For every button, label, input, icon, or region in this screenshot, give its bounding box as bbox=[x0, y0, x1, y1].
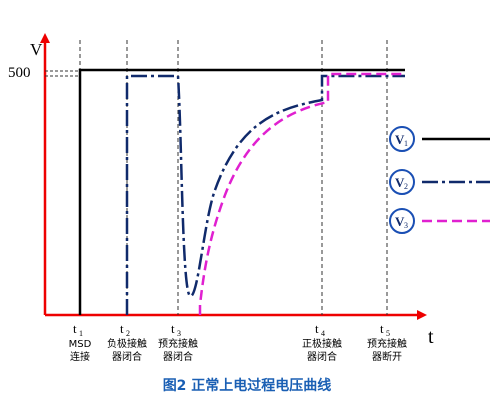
legend-sub: 2 bbox=[404, 182, 408, 191]
event-label: MSD bbox=[69, 339, 92, 350]
legend-sub: 3 bbox=[404, 221, 408, 230]
event-label: 负极接触 bbox=[107, 337, 147, 350]
event-label: 预充接触 bbox=[158, 337, 198, 350]
event-sub: 2 bbox=[126, 329, 130, 338]
caption: 图2 正常上电过程电压曲线 bbox=[163, 377, 332, 394]
x-label: t bbox=[428, 326, 434, 348]
event-t: t bbox=[315, 321, 319, 336]
event-label: 连接 bbox=[70, 350, 90, 363]
curve-v2 bbox=[125, 74, 405, 315]
legend-sub: 1 bbox=[404, 139, 408, 148]
event-label: 器闭合 bbox=[307, 350, 337, 363]
y-label: V bbox=[30, 40, 43, 59]
event-t: t bbox=[380, 321, 384, 336]
event-sub: 4 bbox=[321, 329, 325, 338]
event-label: 预充接触 bbox=[367, 337, 407, 350]
event-sub: 5 bbox=[386, 329, 390, 338]
curve-v1 bbox=[78, 68, 405, 315]
y-tick: 500 bbox=[8, 65, 31, 81]
event-label: 器闭合 bbox=[112, 350, 142, 363]
legend-circle bbox=[389, 169, 415, 195]
curve-v3 bbox=[198, 72, 405, 315]
legend-v: V bbox=[395, 214, 405, 229]
event-t: t bbox=[73, 321, 77, 336]
event-sub: 3 bbox=[177, 329, 181, 338]
event-label: 正极接触 bbox=[302, 337, 342, 350]
legend-v: V bbox=[395, 132, 405, 147]
event-t: t bbox=[120, 321, 124, 336]
legend-circle bbox=[389, 208, 415, 234]
event-sub: 1 bbox=[79, 329, 83, 338]
event-label: 器断开 bbox=[372, 350, 402, 363]
event-t: t bbox=[171, 321, 175, 336]
event-label: 器闭合 bbox=[163, 350, 193, 363]
legend-v: V bbox=[395, 175, 405, 190]
legend-circle bbox=[389, 126, 415, 152]
